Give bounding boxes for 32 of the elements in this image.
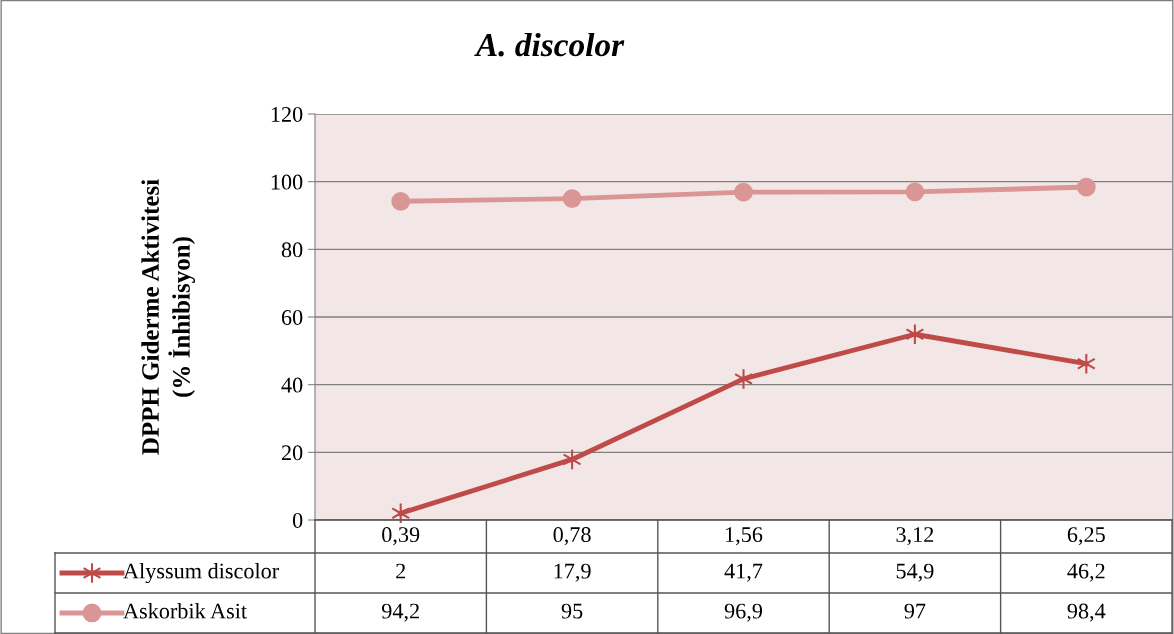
y-axis-title: DPPH Giderme Aktivitesi (% İnhibisyon)	[141, 179, 196, 455]
y-tick-label: 20	[281, 445, 303, 461]
data-label: 94,2	[381, 603, 419, 622]
y-tick-label: 100	[271, 174, 303, 190]
x-tick-label: 6,25	[1067, 527, 1105, 546]
x-tick-label: 3,12	[896, 527, 934, 546]
legend-label: Askorbik Asit	[123, 602, 247, 619]
data-label: 96,9	[724, 603, 763, 622]
point	[734, 182, 753, 202]
y-tick-label: 60	[281, 309, 303, 325]
data-label: 54,9	[896, 563, 934, 582]
point	[1076, 177, 1096, 197]
y-tick-label: 40	[281, 377, 303, 393]
point	[391, 191, 411, 211]
data-label: 2	[396, 563, 406, 579]
y-tick-label: 0	[292, 512, 303, 528]
y-tick-label: 80	[281, 242, 303, 258]
data-label: 98,4	[1067, 603, 1106, 622]
point	[734, 368, 753, 390]
x-tick-label: 1,56	[726, 527, 763, 546]
x-tick-label: 0,78	[553, 527, 591, 546]
y-tick-label: 120	[271, 106, 303, 122]
data-label: 41,7	[724, 563, 763, 582]
chart-title: A. discolor	[474, 32, 625, 57]
data-label: 97	[904, 603, 926, 619]
data-label: 17,9	[554, 563, 591, 582]
point	[905, 182, 925, 202]
x-tick-label: 0,39	[382, 527, 420, 546]
legend-label: Alyssum discolor	[123, 562, 279, 584]
data-label: 46,2	[1067, 563, 1105, 582]
data-label: 95	[561, 603, 583, 619]
point	[562, 189, 582, 208]
